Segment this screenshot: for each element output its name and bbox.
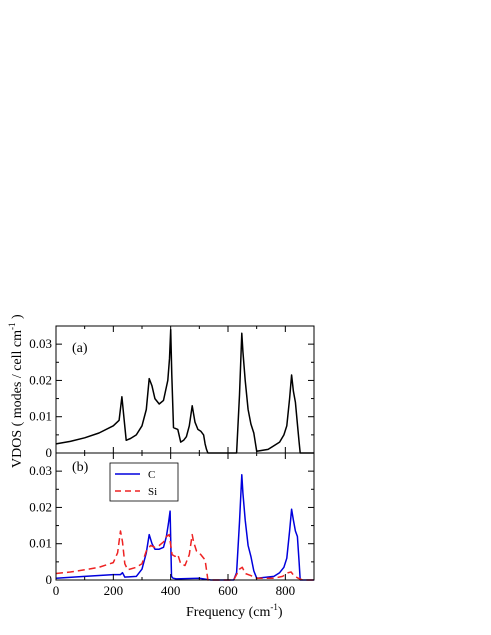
x-tick-label: 400 <box>161 583 181 598</box>
y-tick-label: 0.02 <box>29 499 52 514</box>
series-line-si <box>55 530 314 581</box>
x-tick-label: 0 <box>53 583 60 598</box>
x-tick-label: 600 <box>218 583 238 598</box>
legend-box <box>109 462 179 502</box>
y-tick-label: 0 <box>46 445 53 460</box>
legend: C Si <box>109 462 179 502</box>
legend-label-si: Si <box>148 486 157 498</box>
panel-b: 0 0.01 0.02 0.03 0 200 400 600 800 <box>29 452 315 598</box>
series-line-panel-0-0 <box>55 328 314 454</box>
y-tick-label: 0.03 <box>29 336 52 351</box>
legend-label-c: C <box>148 469 155 481</box>
x-axis-title: Frequency (cm-1) <box>186 602 283 620</box>
y-axis-title: VDOS ( modes / cell cm-1 ) <box>7 314 25 468</box>
x-tick-label: 200 <box>104 583 124 598</box>
x-tick-label: 800 <box>276 583 296 598</box>
plot-frame <box>55 452 315 581</box>
panel-b-label: (b) <box>72 460 89 475</box>
y-tick-label: 0.02 <box>29 372 52 387</box>
panel-a-label: (a) <box>72 341 88 356</box>
y-tick-label: 0.03 <box>29 463 52 478</box>
y-tick-label: 0 <box>46 572 53 587</box>
y-tick-label: 0.01 <box>29 409 52 424</box>
y-tick-label: 0.01 <box>29 536 52 551</box>
